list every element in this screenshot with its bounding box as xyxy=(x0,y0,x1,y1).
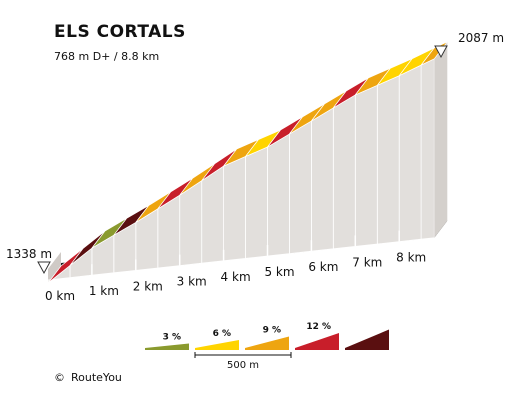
elevation-label: 1740 m xyxy=(186,0,232,3)
side-wall-panel xyxy=(288,120,312,255)
side-wall-panel xyxy=(354,84,378,247)
side-wall-panel xyxy=(201,165,225,264)
km-tick-label: 6 km xyxy=(308,260,338,274)
end-marker xyxy=(434,45,448,59)
side-wall-panel xyxy=(267,133,290,257)
page-title: ELS CORTALS xyxy=(54,22,186,42)
elevation-label: 1799 m xyxy=(230,0,276,3)
km-tick-label: 1 km xyxy=(89,284,119,298)
side-wall-panel xyxy=(245,146,268,259)
elevation-label: 1886 m xyxy=(273,0,319,3)
end-face xyxy=(434,41,448,238)
elevation-label: 1640 m xyxy=(142,0,188,3)
legend-label: 12 % xyxy=(306,322,331,332)
legend-label: 6 % xyxy=(213,329,231,339)
elevation-label: 2087 m xyxy=(458,31,504,45)
km-tick-label: 8 km xyxy=(396,251,426,265)
elevation-label: 1974 m xyxy=(317,0,363,3)
gradient-legend: 3 % 6 % 9 % 12 % 500 m xyxy=(145,322,389,371)
side-wall-panel xyxy=(223,155,246,262)
legend-label: 9 % xyxy=(263,326,281,336)
legend-swatch xyxy=(195,340,239,350)
elevation-label: 1548 m xyxy=(98,0,144,3)
km-tick-label: 7 km xyxy=(352,255,382,269)
legend-swatch xyxy=(245,336,289,350)
side-wall-panel xyxy=(310,107,334,252)
start-face xyxy=(48,252,61,283)
km-axis: 0 km 1 km 2 km 3 km 4 km 5 km 6 km 7 km 8 km xyxy=(45,230,426,303)
side-wall-panel xyxy=(332,94,356,250)
brand-name: RouteYou xyxy=(71,371,122,384)
route-stats: 768 m D+ / 8.8 km xyxy=(54,50,160,63)
legend-swatch xyxy=(295,333,339,350)
side-wall-panel xyxy=(420,58,435,240)
km-tick-label: 2 km xyxy=(133,279,163,293)
elevation-label: 2033 m xyxy=(361,0,407,3)
side-wall-panel xyxy=(376,75,400,245)
start-marker xyxy=(37,261,51,275)
gradient-segments xyxy=(47,41,448,284)
legend-label: 3 % xyxy=(163,333,181,343)
km-tick-label: 0 km xyxy=(45,289,75,303)
km-tick-label: 3 km xyxy=(177,275,207,289)
elevation-label: 1462 m xyxy=(54,0,100,3)
elevation-markers: 1338 m 1462 m1548 m1640 m1740 m1799 m1886… xyxy=(6,0,504,275)
legend-swatch xyxy=(145,343,189,350)
scale-label: 500 m xyxy=(227,360,259,371)
copyright-icon: © xyxy=(54,371,65,384)
km-tick-label: 4 km xyxy=(221,270,251,284)
elevation-label: 1338 m xyxy=(6,247,52,261)
legend-swatch xyxy=(345,329,389,350)
side-wall-panel xyxy=(398,64,422,243)
profile-side-walls xyxy=(47,41,448,284)
km-tick-label: 5 km xyxy=(264,265,294,279)
copyright-credit: © RouteYou xyxy=(54,371,122,384)
